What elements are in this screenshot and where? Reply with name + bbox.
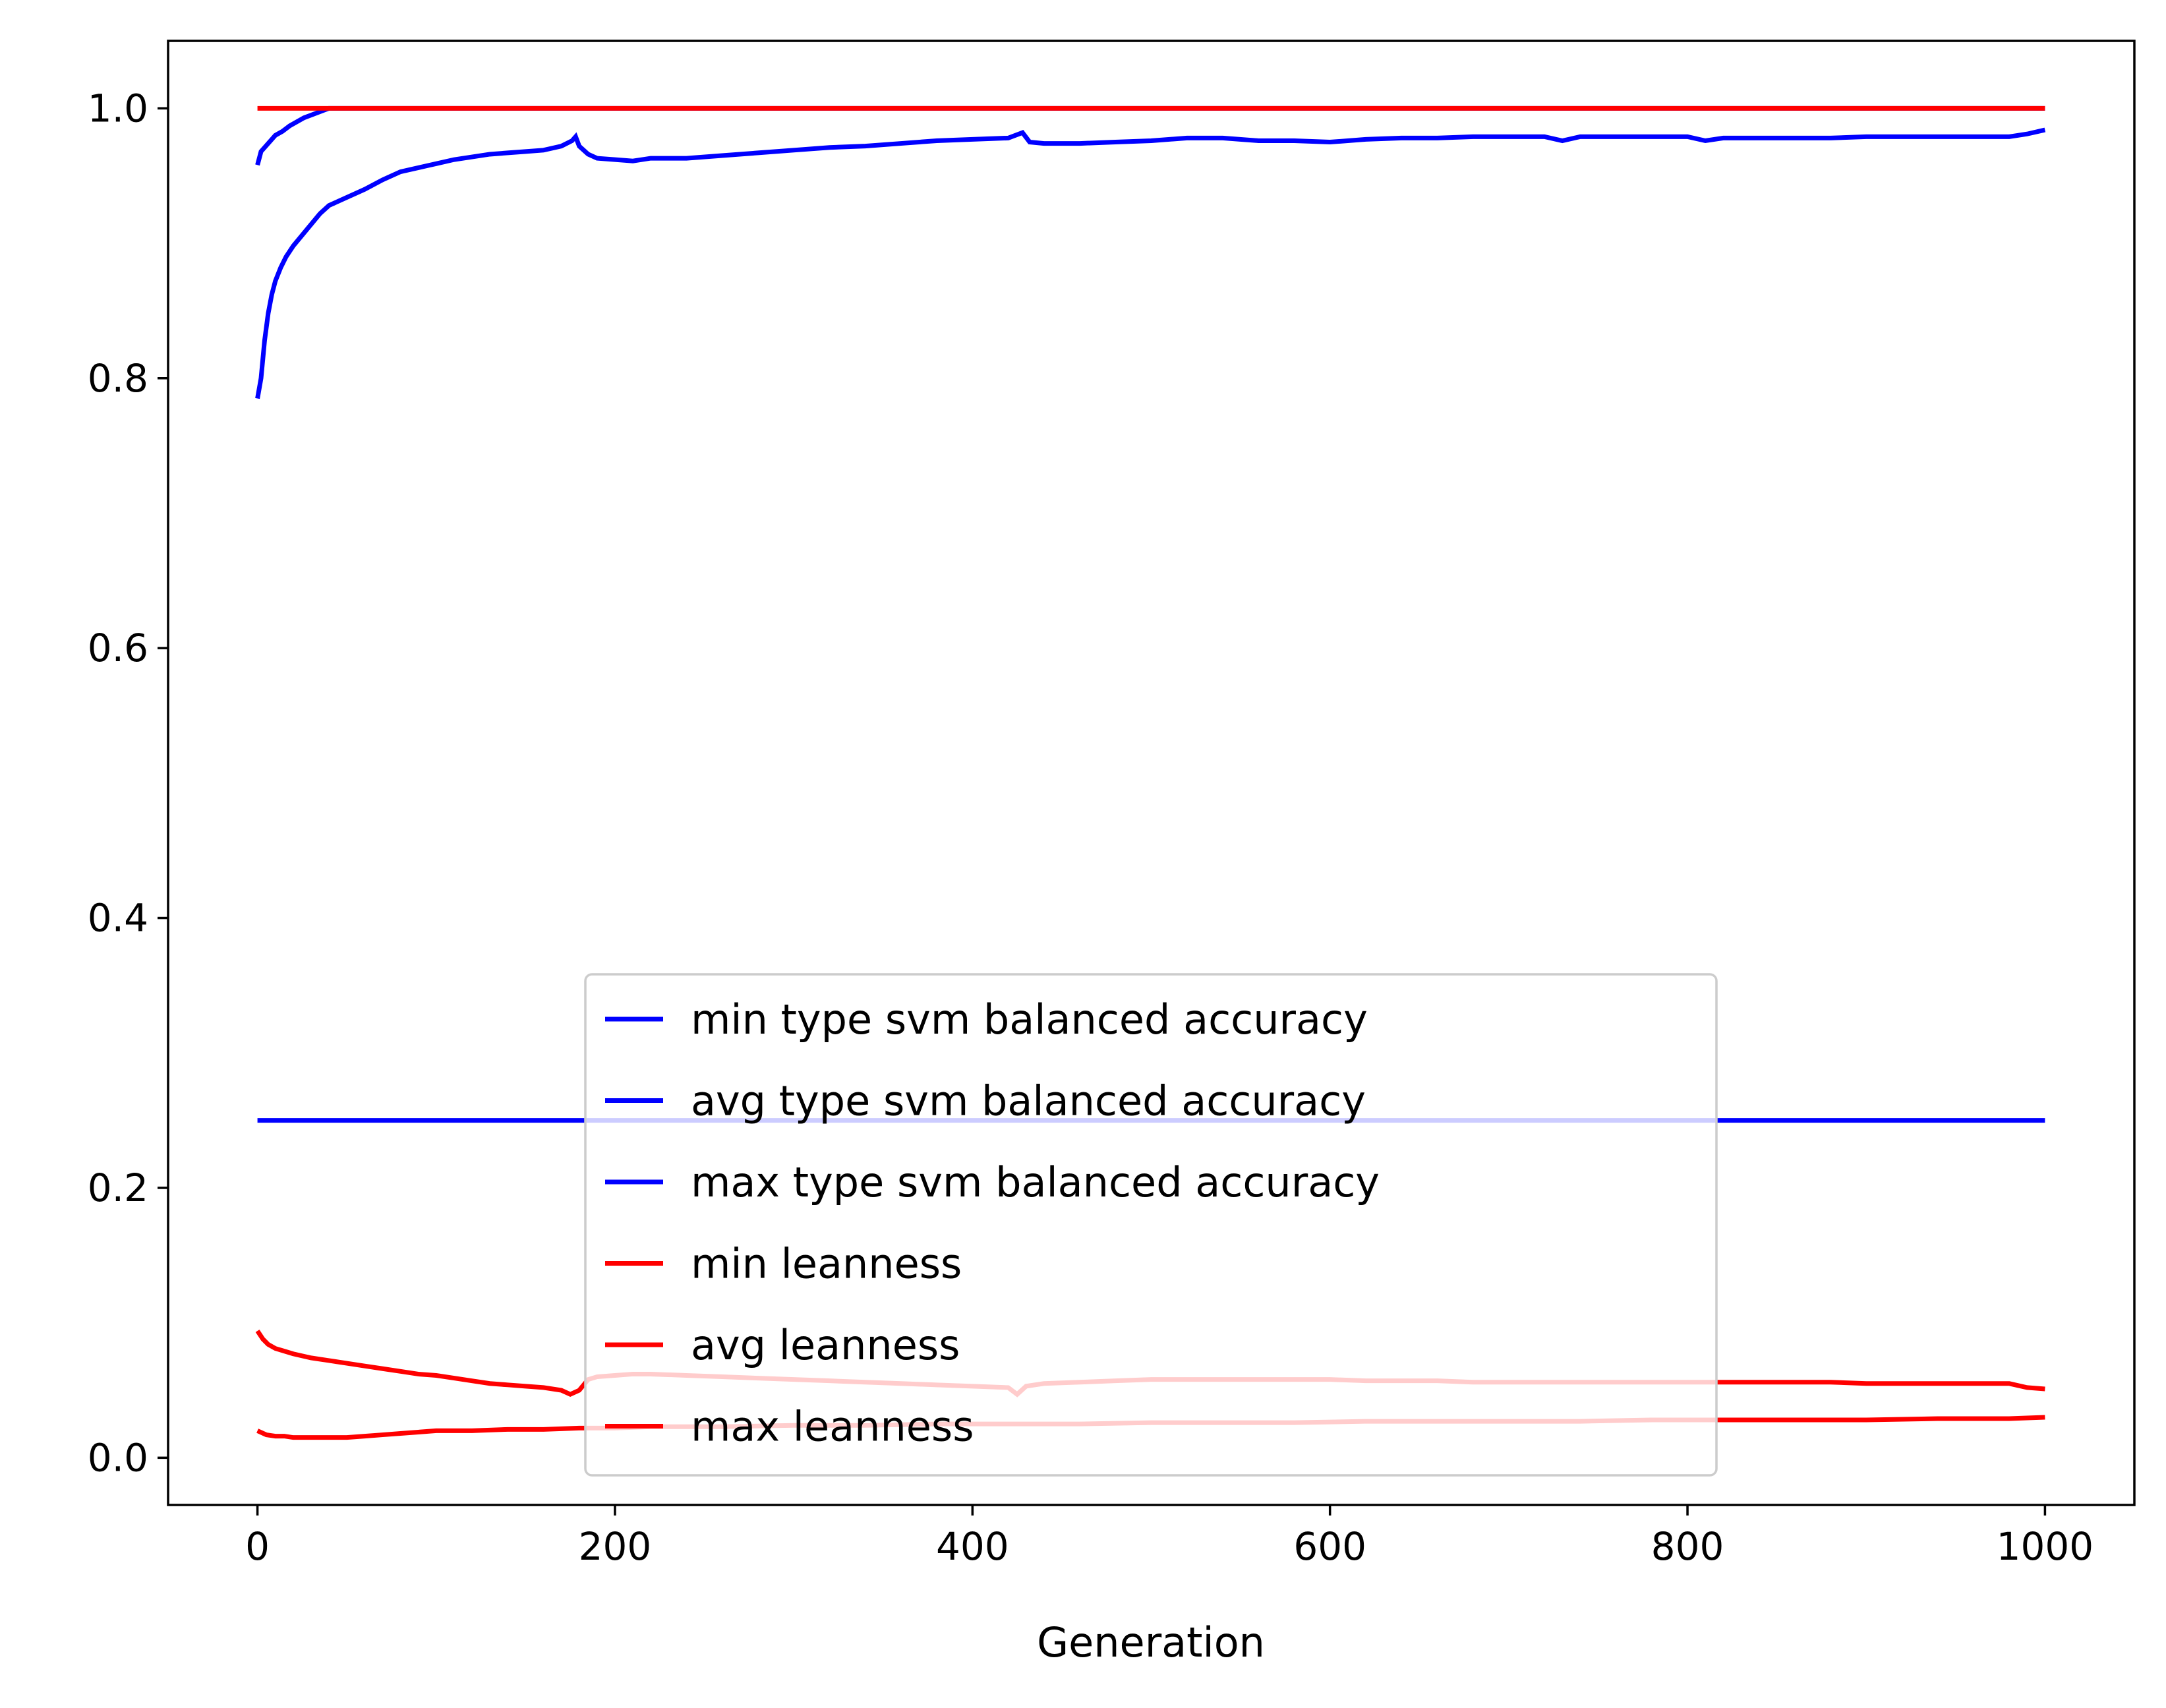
x-tick-label: 1000: [1997, 1524, 2094, 1569]
legend-label: avg leanness: [691, 1321, 960, 1369]
x-tick-label: 0: [245, 1524, 270, 1569]
legend-label: avg type svm balanced accuracy: [691, 1077, 1366, 1125]
y-tick-label: 0.4: [88, 896, 148, 941]
y-tick-label: 1.0: [88, 86, 148, 131]
legend: min type svm balanced accuracy avg type s…: [584, 973, 1718, 1477]
x-tick-label: 400: [936, 1524, 1009, 1569]
y-tick-label: 0.0: [88, 1435, 148, 1480]
x-tick-label: 600: [1293, 1524, 1366, 1569]
legend-label: min leanness: [691, 1240, 962, 1288]
plot-frame: [167, 40, 2136, 1506]
y-tick-label: 0.6: [88, 626, 148, 670]
legend-label: max leanness: [691, 1403, 974, 1451]
axes-layer: 0 200 400 600 800 1000 0.0 0.2 0.4 0.6 0.8 1.0: [88, 40, 2136, 1569]
x-tick-label: 200: [579, 1524, 652, 1569]
y-tick-label: 0.2: [88, 1165, 148, 1210]
legend-box: [584, 973, 1718, 1477]
series-line-1: [255, 127, 2046, 399]
legend-label: min type svm balanced accuracy: [691, 995, 1368, 1044]
x-tick-label: 800: [1651, 1524, 1724, 1569]
y-tick-label: 0.8: [88, 356, 148, 401]
x-axis-label: Generation: [1037, 1618, 1265, 1666]
legend-label: max type svm balanced accuracy: [691, 1158, 1380, 1206]
